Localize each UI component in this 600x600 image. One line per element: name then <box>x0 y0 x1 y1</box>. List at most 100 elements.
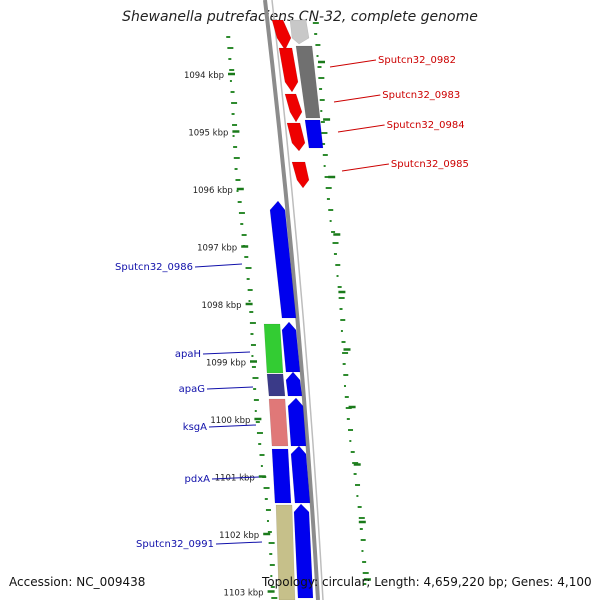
backbone-line-outer <box>263 0 320 600</box>
gc-dot-left <box>271 597 278 599</box>
gc-dot-right <box>358 517 365 519</box>
gc-dot-left <box>233 146 238 148</box>
gc-dot-left <box>250 344 256 346</box>
gc-dot-right <box>312 22 319 24</box>
gene-blue-0986[interactable] <box>269 200 297 319</box>
gene-lightgray-top[interactable] <box>289 19 310 45</box>
gc-dot-right <box>348 429 354 431</box>
gc-dot-left <box>226 36 231 38</box>
gene-blue-apaG-right[interactable] <box>285 371 303 397</box>
left-label-leader <box>208 424 257 428</box>
gc-dot-left <box>244 256 249 258</box>
gc-dot-right <box>325 187 332 189</box>
gene-navy-apaG[interactable] <box>266 373 286 397</box>
gc-dot-right <box>359 528 363 530</box>
gene-label-Sputcn32_0991[interactable]: Sputcn32_0991 <box>136 539 214 550</box>
gc-dot-right <box>319 99 325 101</box>
gc-dot-left <box>233 157 240 159</box>
gc-dot-left <box>263 487 270 489</box>
gc-dot-right <box>314 33 318 35</box>
backbone-strand <box>263 0 324 600</box>
gc-dot-right <box>340 319 346 321</box>
gc-dot-left <box>234 168 238 170</box>
gene-label-Sputcn32_0986[interactable]: Sputcn32_0986 <box>115 262 193 273</box>
gc-dot-right <box>324 176 329 178</box>
gc-dot-right <box>320 121 325 123</box>
kbp-tick-label: 1097 kbp <box>197 244 237 254</box>
gene-blue-ksgA-right[interactable] <box>287 397 307 447</box>
gene-red-0982[interactable] <box>278 47 299 93</box>
gene-blue-pdxA[interactable] <box>271 448 292 504</box>
gc-dot-left <box>237 201 242 203</box>
kbp-tick-label: 1095 kbp <box>188 129 228 139</box>
gc-dot-right <box>337 286 342 288</box>
gc-dot-right <box>342 363 346 365</box>
gene-features <box>263 19 324 600</box>
gene-label-pdxA[interactable]: pdxA <box>185 474 211 485</box>
gc-dot-left <box>229 80 232 82</box>
gc-dot-right <box>360 539 366 541</box>
gc-dot-right <box>326 198 330 200</box>
gc-dot-right <box>357 506 362 508</box>
gene-red-0985[interactable] <box>291 161 310 189</box>
gc-dot-left <box>264 498 268 500</box>
gene-pink-ksgA[interactable] <box>268 398 289 447</box>
gene-label-Sputcn32_0985[interactable]: Sputcn32_0985 <box>391 159 469 170</box>
gc-dot-left <box>268 542 275 544</box>
gene-green-apaH[interactable] <box>263 323 284 374</box>
gc-dot-left <box>270 575 273 577</box>
gc-dot-right <box>362 572 369 574</box>
gc-dot-left <box>248 300 251 302</box>
gene-blue-apaH-right[interactable] <box>281 321 301 373</box>
gc-dot-right <box>352 462 359 464</box>
gene-blue-0991-right[interactable] <box>293 503 314 599</box>
gene-label-apaH[interactable]: apaH <box>175 349 201 360</box>
gc-dot-left <box>240 223 244 225</box>
gc-dot-right <box>361 550 364 552</box>
gene-label-ksgA[interactable]: ksgA <box>183 422 207 433</box>
gc-dot-left <box>258 443 262 445</box>
left-label-leader <box>211 476 260 480</box>
kbp-tick-label: 1099 kbp <box>206 359 246 369</box>
gene-blue-0984[interactable] <box>304 119 324 149</box>
gc-dot-left <box>267 531 272 533</box>
gc-dot-right <box>329 220 332 222</box>
gc-dot-right <box>331 231 336 233</box>
kbp-tick-label: 1103 kbp <box>224 589 264 599</box>
gc-dot-right <box>332 242 339 244</box>
gc-dot-right <box>315 44 321 46</box>
gc-dot-right <box>338 297 345 299</box>
left-label-leader <box>215 541 263 545</box>
gc-dot-left <box>253 388 257 390</box>
gene-olive-0991[interactable] <box>275 504 296 600</box>
kbp-tick-label: 1094 kbp <box>184 71 224 81</box>
right-label-leader <box>337 124 385 133</box>
gc-dot-left <box>253 399 259 401</box>
right-label-leader <box>329 59 377 68</box>
gene-red-top[interactable] <box>271 19 292 51</box>
kbp-tick-label: 1100 kbp <box>210 416 250 426</box>
gc-dot-left <box>269 564 275 566</box>
gc-dot-left <box>255 421 260 423</box>
gc-dot-right <box>320 110 323 112</box>
gc-dot-right <box>318 77 325 79</box>
gene-blue-pdxA-right[interactable] <box>290 445 311 504</box>
gene-label-Sputcn32_0984[interactable]: Sputcn32_0984 <box>387 120 465 131</box>
kbp-tick-label: 1102 kbp <box>219 531 259 541</box>
gc-dot-left <box>269 553 273 555</box>
gene-red-0984[interactable] <box>286 122 306 152</box>
gene-label-Sputcn32_0983[interactable]: Sputcn32_0983 <box>382 90 460 101</box>
left-label-leader <box>194 263 243 268</box>
gene-label-Sputcn32_0982[interactable]: Sputcn32_0982 <box>378 55 456 66</box>
gc-dot-left <box>229 69 235 71</box>
gene-red-0983[interactable] <box>284 93 303 123</box>
gene-label-apaG[interactable]: apaG <box>179 384 205 395</box>
gc-dot-left <box>266 520 269 522</box>
gc-dot-right <box>328 209 334 211</box>
gc-dot-right <box>343 385 346 387</box>
left-label-leader <box>206 386 254 390</box>
gc-dot-left <box>256 432 263 434</box>
gene-gray-0983[interactable] <box>295 45 321 119</box>
gc-dot-left <box>247 289 253 291</box>
gc-dot-left <box>231 102 238 104</box>
